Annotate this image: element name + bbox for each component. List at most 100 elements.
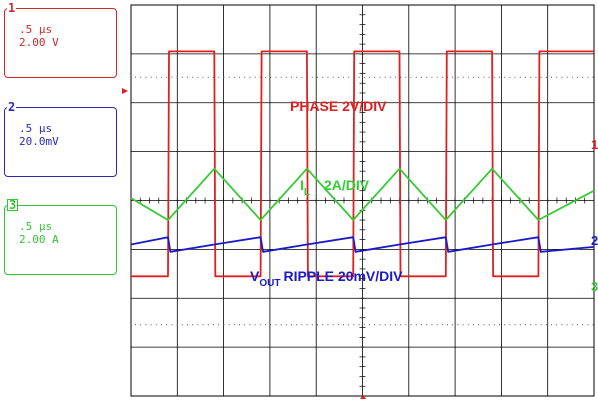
- graticule-dot: [280, 76, 282, 78]
- graticule-dot: [291, 76, 292, 78]
- graticule-dot: [140, 324, 142, 326]
- graticule-dot: [436, 76, 438, 78]
- graticule-dot: [218, 76, 220, 78]
- trace-phase: [131, 50, 594, 278]
- graticule-dot: [556, 324, 558, 326]
- graticule-dot: [467, 324, 469, 326]
- graticule-dot: [473, 324, 474, 326]
- graticule-dot: [228, 324, 230, 326]
- graticule-dot: [161, 76, 162, 78]
- graticule-dot: [322, 324, 324, 326]
- graticule-dot: [244, 324, 246, 326]
- graticule-dot: [192, 76, 194, 78]
- graticule-dot: [275, 324, 277, 326]
- graticule-dot: [301, 324, 303, 326]
- graticule-dot: [535, 324, 537, 326]
- graticule-dot: [405, 324, 407, 326]
- channel-1-edge-marker: 1: [591, 137, 598, 152]
- graticule-dot: [166, 324, 168, 326]
- graticule-dot: [436, 324, 438, 326]
- graticule-dot: [353, 324, 355, 326]
- graticule-dot: [405, 76, 407, 78]
- graticule-dot: [348, 76, 350, 78]
- graticule-dot: [254, 324, 256, 326]
- channel-2-number: 2: [7, 100, 17, 114]
- graticule-dot: [249, 324, 251, 326]
- graticule-dot: [379, 76, 381, 78]
- graticule-dot: [296, 324, 298, 326]
- graticule-dot: [545, 324, 547, 326]
- graticule-dot: [395, 76, 396, 78]
- graticule-dot: [202, 324, 204, 326]
- graticule-dot: [358, 76, 360, 78]
- graticule-dot: [135, 76, 136, 78]
- graticule-dot: [254, 76, 256, 78]
- graticule-dot: [582, 324, 584, 326]
- channel-1-scale: 2.00 V: [19, 36, 59, 49]
- graticule-dot: [389, 76, 391, 78]
- channel-1-number: 1: [7, 1, 17, 15]
- graticule-dot: [259, 76, 261, 78]
- graticule-dot: [514, 324, 516, 326]
- graticule-dot: [561, 324, 563, 326]
- graticule-dot: [374, 324, 376, 326]
- graticule-dot: [358, 324, 360, 326]
- scope-markers: [122, 88, 366, 399]
- graticule-dot: [592, 76, 594, 78]
- graticule-dot: [327, 76, 329, 78]
- graticule-dot: [155, 76, 157, 78]
- graticule-dot: [493, 324, 495, 326]
- graticule-dot: [291, 324, 292, 326]
- graticule-dot: [389, 324, 391, 326]
- graticule-dot: [176, 76, 178, 78]
- il-label-scale: 2A/DIV: [324, 177, 370, 193]
- scope-traces: [130, 50, 595, 278]
- channel-3-edge-marker: 3: [591, 279, 598, 294]
- graticule-dot: [249, 76, 251, 78]
- graticule-dot: [395, 324, 396, 326]
- graticule-dot: [311, 76, 313, 78]
- graticule-dot: [519, 76, 521, 78]
- graticule-dot: [197, 76, 199, 78]
- graticule-dot: [410, 76, 412, 78]
- graticule-dot: [285, 76, 287, 78]
- graticule-dot: [462, 76, 464, 78]
- graticule-dot: [571, 324, 573, 326]
- graticule-dot: [265, 324, 266, 326]
- graticule-dot: [150, 324, 152, 326]
- graticule-dot: [457, 76, 459, 78]
- graticule-dot: [441, 324, 443, 326]
- graticule-dot: [244, 76, 246, 78]
- graticule-dot: [415, 76, 417, 78]
- graticule-dot: [467, 76, 469, 78]
- graticule-dot: [566, 76, 568, 78]
- il-label-sub: L: [304, 187, 310, 198]
- il-label: IL 2A/DIV: [300, 177, 370, 198]
- graticule-dot: [369, 76, 370, 78]
- graticule-dot: [592, 324, 594, 326]
- graticule-dot: [228, 76, 230, 78]
- graticule-dot: [473, 76, 474, 78]
- graticule-dot: [431, 76, 433, 78]
- graticule-dot: [530, 76, 532, 78]
- graticule-dot: [525, 76, 526, 78]
- scope-labels: PHASE 2V/DIV IL 2A/DIV VOUT RIPPLE 20mV/DI…: [250, 98, 598, 294]
- channel-1-box: 1 .5 µs 2.00 V: [4, 2, 117, 78]
- graticule-dot: [140, 76, 142, 78]
- graticule-dot: [337, 324, 339, 326]
- graticule-dot: [493, 76, 495, 78]
- channel-3-box: 3 .5 µs 2.00 A: [4, 199, 117, 275]
- graticule-dot: [535, 76, 537, 78]
- graticule-dot: [197, 324, 199, 326]
- graticule-dot: [582, 76, 584, 78]
- graticule-dot: [566, 324, 568, 326]
- graticule-dot: [369, 324, 370, 326]
- graticule-dot: [213, 324, 214, 326]
- graticule-dot: [551, 324, 552, 326]
- graticule-dot: [150, 76, 152, 78]
- graticule-dot: [270, 324, 272, 326]
- vout-label: VOUT RIPPLE 20mV/DIV: [250, 268, 403, 289]
- graticule-dot: [265, 76, 266, 78]
- graticule-dot: [239, 76, 240, 78]
